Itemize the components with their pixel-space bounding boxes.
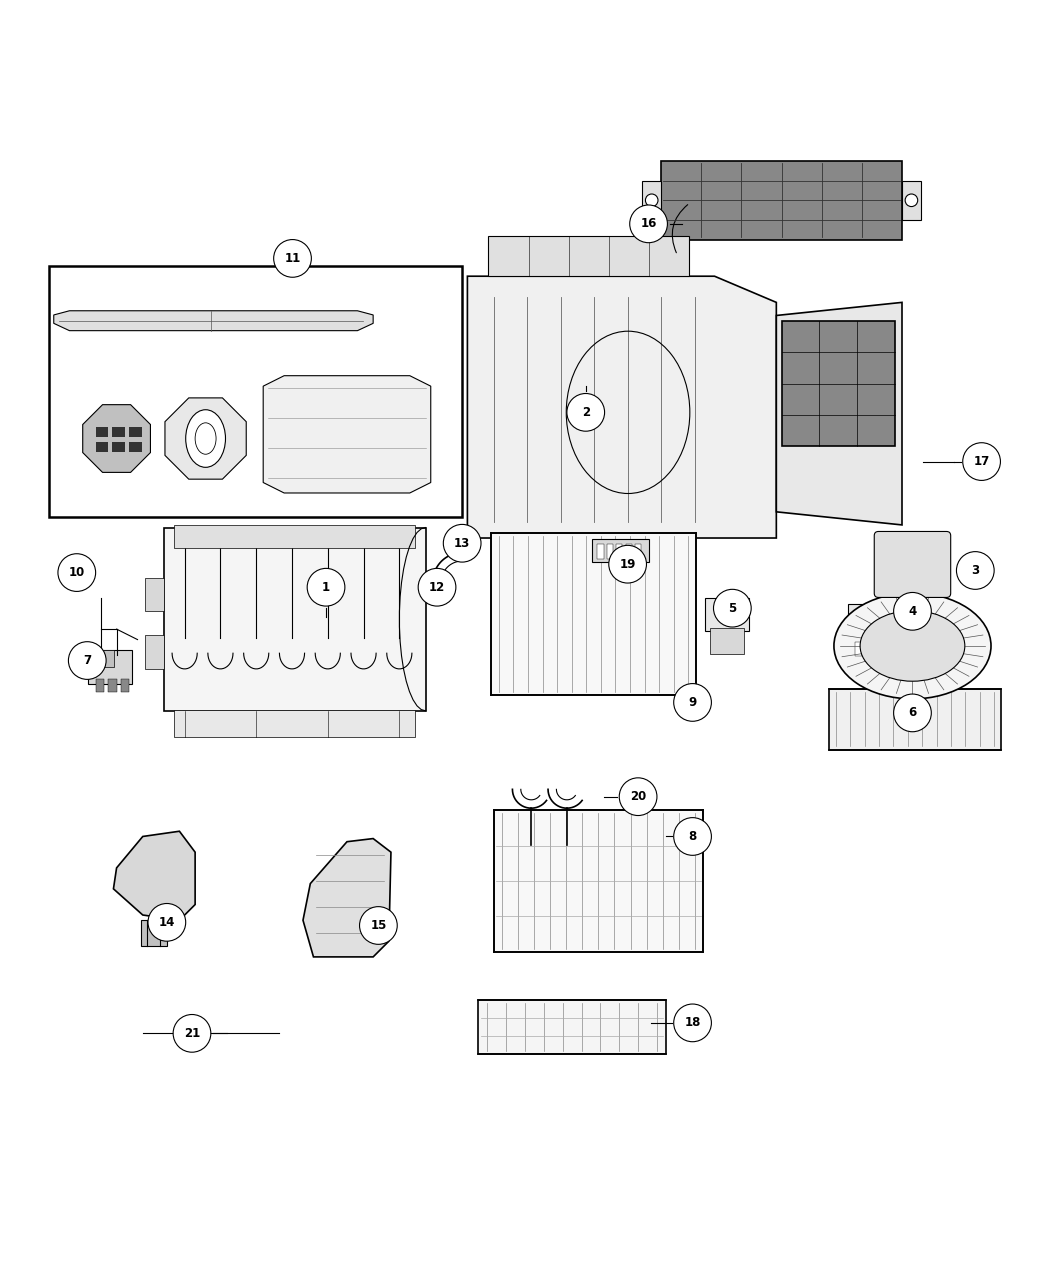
- Text: 20: 20: [630, 790, 646, 803]
- FancyBboxPatch shape: [174, 710, 415, 737]
- Circle shape: [308, 569, 344, 606]
- Polygon shape: [83, 404, 150, 473]
- Text: 10: 10: [68, 566, 85, 579]
- Bar: [96, 680, 104, 692]
- Bar: [112, 441, 125, 453]
- FancyBboxPatch shape: [781, 321, 895, 446]
- FancyBboxPatch shape: [145, 578, 164, 611]
- Text: 6: 6: [908, 706, 917, 719]
- Text: 9: 9: [689, 696, 697, 709]
- Text: 17: 17: [973, 455, 990, 468]
- Circle shape: [963, 442, 1001, 481]
- Bar: [876, 641, 883, 657]
- Bar: [96, 441, 108, 453]
- Bar: [635, 544, 642, 558]
- Ellipse shape: [195, 423, 216, 454]
- Text: 11: 11: [285, 252, 300, 265]
- Text: 5: 5: [729, 602, 736, 615]
- Bar: [865, 641, 873, 657]
- Polygon shape: [113, 831, 195, 921]
- FancyBboxPatch shape: [828, 688, 1002, 750]
- Circle shape: [674, 817, 712, 856]
- Polygon shape: [54, 311, 373, 330]
- FancyBboxPatch shape: [902, 181, 921, 219]
- FancyBboxPatch shape: [875, 532, 950, 598]
- FancyBboxPatch shape: [494, 811, 704, 951]
- Text: 4: 4: [908, 604, 917, 618]
- Polygon shape: [776, 302, 902, 525]
- Circle shape: [620, 778, 657, 816]
- Bar: [112, 427, 125, 437]
- Circle shape: [68, 641, 106, 680]
- Bar: [129, 427, 142, 437]
- Text: 2: 2: [582, 405, 590, 419]
- Circle shape: [58, 553, 96, 592]
- Text: 1: 1: [322, 580, 330, 594]
- FancyBboxPatch shape: [478, 1000, 667, 1054]
- Text: 21: 21: [184, 1026, 201, 1040]
- FancyBboxPatch shape: [643, 181, 662, 219]
- Bar: [96, 427, 108, 437]
- FancyBboxPatch shape: [145, 635, 164, 669]
- Text: 12: 12: [428, 580, 445, 594]
- Bar: [886, 641, 894, 657]
- Circle shape: [173, 1015, 211, 1052]
- FancyBboxPatch shape: [174, 525, 415, 548]
- FancyBboxPatch shape: [662, 161, 902, 240]
- FancyBboxPatch shape: [88, 650, 132, 683]
- Polygon shape: [303, 839, 391, 958]
- Bar: [607, 544, 613, 558]
- Circle shape: [418, 569, 456, 606]
- FancyBboxPatch shape: [141, 921, 167, 946]
- Bar: [855, 641, 862, 657]
- Ellipse shape: [186, 409, 226, 468]
- Polygon shape: [165, 398, 247, 479]
- FancyBboxPatch shape: [847, 604, 905, 635]
- Bar: [626, 544, 632, 558]
- Bar: [616, 544, 623, 558]
- Circle shape: [957, 552, 994, 589]
- Text: 15: 15: [371, 919, 386, 932]
- Circle shape: [894, 694, 931, 732]
- FancyBboxPatch shape: [491, 533, 696, 695]
- FancyBboxPatch shape: [91, 650, 114, 667]
- FancyBboxPatch shape: [592, 539, 649, 562]
- Text: 16: 16: [640, 217, 656, 231]
- FancyBboxPatch shape: [48, 265, 462, 518]
- Text: 18: 18: [685, 1016, 700, 1029]
- Polygon shape: [566, 538, 597, 603]
- Text: 13: 13: [454, 537, 470, 550]
- Circle shape: [714, 589, 751, 627]
- Text: 19: 19: [620, 557, 636, 571]
- Polygon shape: [467, 277, 776, 538]
- Bar: [121, 680, 129, 692]
- Text: 14: 14: [159, 915, 175, 929]
- Text: 3: 3: [971, 564, 980, 578]
- FancyBboxPatch shape: [488, 236, 689, 277]
- Circle shape: [567, 394, 605, 431]
- Bar: [108, 680, 117, 692]
- Circle shape: [674, 1003, 712, 1042]
- Circle shape: [646, 194, 658, 207]
- FancyBboxPatch shape: [711, 629, 743, 654]
- Text: 7: 7: [83, 654, 91, 667]
- Circle shape: [905, 194, 918, 207]
- Circle shape: [274, 240, 312, 277]
- Bar: [597, 544, 604, 558]
- Text: 8: 8: [689, 830, 697, 843]
- Circle shape: [674, 683, 712, 722]
- Bar: [129, 441, 142, 453]
- FancyBboxPatch shape: [706, 598, 749, 631]
- FancyBboxPatch shape: [853, 635, 899, 658]
- Circle shape: [443, 524, 481, 562]
- Ellipse shape: [834, 593, 991, 699]
- Ellipse shape: [860, 611, 965, 681]
- Circle shape: [609, 546, 647, 583]
- FancyBboxPatch shape: [164, 528, 425, 710]
- Circle shape: [630, 205, 668, 242]
- Circle shape: [148, 904, 186, 941]
- Polygon shape: [264, 376, 430, 493]
- Circle shape: [894, 593, 931, 630]
- Circle shape: [359, 907, 397, 945]
